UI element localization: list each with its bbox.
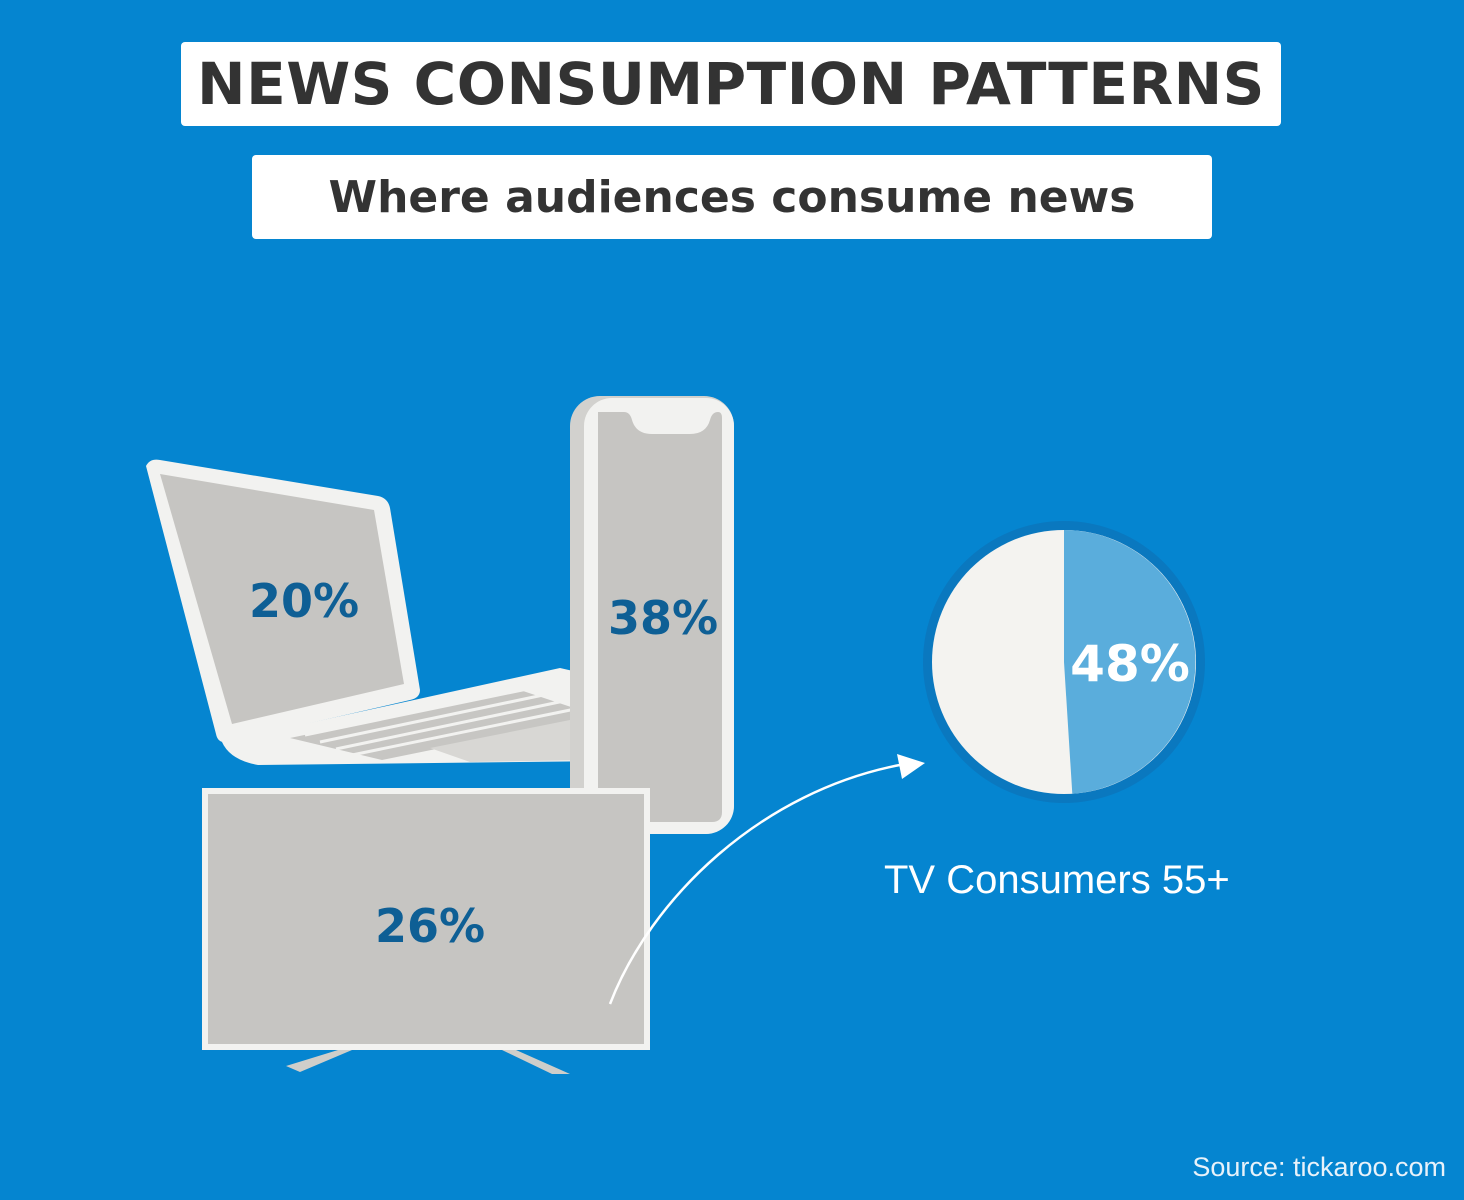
subtitle-banner: Where audiences consume news: [252, 155, 1212, 239]
pie-slice-highlight: [1064, 530, 1196, 794]
arrow-icon: [608, 754, 925, 1005]
smartphone-value: 38%: [608, 591, 718, 645]
source-credit: Source: tickaroo.com: [1192, 1152, 1446, 1182]
laptop-value: 20%: [249, 574, 359, 628]
title-banner: NEWS CONSUMPTION PATTERNS: [181, 42, 1281, 126]
tv-value: 26%: [375, 899, 485, 953]
page-title: NEWS CONSUMPTION PATTERNS: [197, 50, 1265, 118]
pie-value: 48%: [1070, 635, 1190, 693]
pie-caption: TV Consumers 55+: [884, 858, 1230, 902]
page-subtitle: Where audiences consume news: [328, 171, 1136, 223]
smartphone-icon: 38%: [570, 396, 734, 834]
tv-age-pie: 48%: [923, 521, 1205, 803]
tv-icon: 26%: [202, 788, 650, 1074]
